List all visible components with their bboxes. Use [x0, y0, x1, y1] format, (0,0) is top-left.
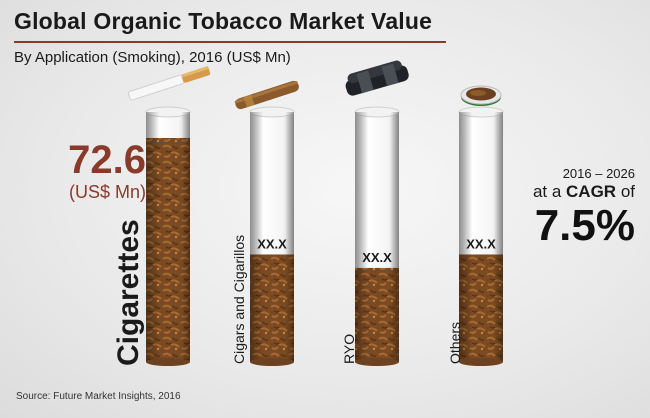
- tube-shading: [250, 112, 294, 362]
- tube-bar: XX.X: [458, 106, 504, 366]
- chart-title: Global Organic Tobacco Market Value: [14, 8, 433, 34]
- tube-shading: [355, 112, 399, 362]
- cagr-word: CAGR: [566, 182, 617, 201]
- tube-shading: [459, 112, 503, 362]
- tube-base: [250, 358, 294, 366]
- chart-subtitle: By Application (Smoking), 2016 (US$ Mn): [14, 49, 291, 66]
- cagr-prefix: at a: [532, 182, 567, 201]
- tube-bar: XX.X: [354, 106, 400, 366]
- cagr-label: at a CAGR of: [500, 182, 635, 202]
- tube-base: [355, 358, 399, 366]
- category-label-ryo: RYO: [341, 333, 357, 364]
- source-note: Source: Future Market Insights, 2016: [16, 391, 181, 402]
- value-label: XX.X: [257, 236, 287, 251]
- cagr-suffix: of: [616, 182, 635, 201]
- rolling-machine-icon: [345, 60, 409, 96]
- value-label: XX.X: [466, 236, 496, 251]
- tube-shading: [146, 112, 190, 362]
- highlight-value: 72.6: [68, 138, 146, 182]
- category-label-cigarettes: Cigarettes: [112, 219, 145, 366]
- cigar-icon: [234, 80, 299, 110]
- highlight-unit: (US$ Mn): [68, 182, 146, 202]
- tobacco-tin-icon: [460, 85, 502, 106]
- tube-bar: XX.X: [249, 106, 295, 366]
- category-label-others: Others: [447, 321, 463, 364]
- tube-base: [146, 358, 190, 366]
- category-label-cigars: Cigars and Cigarillos: [231, 234, 247, 364]
- cagr-period: 2016 – 2026: [562, 166, 635, 181]
- tube-base: [459, 358, 503, 366]
- tube-bar: [145, 106, 191, 366]
- value-label: XX.X: [362, 250, 392, 265]
- cagr-value: 7.5%: [534, 201, 635, 250]
- cigarette-icon: [128, 66, 211, 101]
- title-underline: [14, 41, 446, 43]
